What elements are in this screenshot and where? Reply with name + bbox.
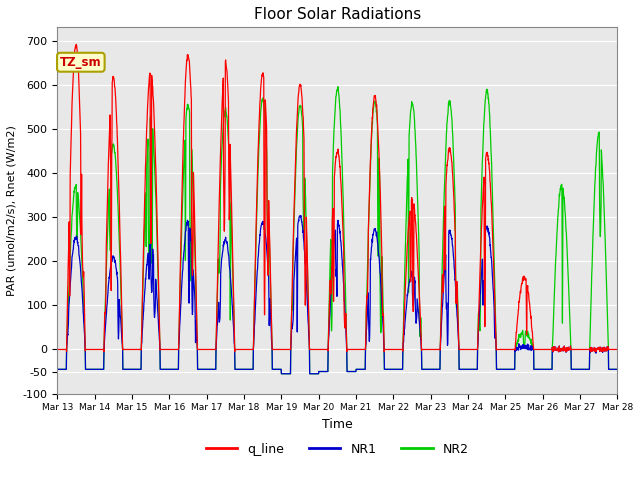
q_line [564, 345, 572, 350]
Line: q_line: q_line [57, 44, 618, 352]
NR1 [209, 366, 217, 372]
q_line [366, 166, 374, 171]
q_line [354, 347, 362, 352]
Text: TZ_sm: TZ_sm [60, 56, 102, 69]
NR2 [614, 366, 621, 372]
Title: Floor Solar Radiations: Floor Solar Radiations [253, 7, 421, 22]
NR1 [500, 366, 508, 372]
NR1 [564, 345, 572, 350]
Y-axis label: PAR (umol/m2/s), Rnet (W/m2): PAR (umol/m2/s), Rnet (W/m2) [7, 125, 17, 296]
NR1 [53, 366, 61, 372]
q_line [72, 41, 80, 47]
NR2 [278, 371, 285, 377]
q_line [63, 349, 70, 355]
X-axis label: Time: Time [322, 418, 353, 431]
q_line [210, 347, 218, 352]
NR1 [366, 305, 374, 311]
NR1 [614, 366, 621, 372]
q_line [53, 347, 61, 352]
NR2 [366, 170, 374, 176]
NR2 [564, 275, 572, 281]
q_line [614, 347, 621, 352]
Line: NR1: NR1 [57, 216, 618, 374]
NR2 [580, 366, 588, 372]
NR2 [209, 366, 217, 372]
NR2 [53, 366, 61, 372]
NR1 [354, 366, 362, 372]
NR1 [580, 366, 588, 372]
NR1 [297, 213, 305, 218]
NR1 [278, 371, 285, 377]
NR2 [334, 84, 342, 90]
Line: NR2: NR2 [57, 87, 618, 374]
NR2 [354, 366, 362, 372]
q_line [580, 347, 588, 352]
NR2 [500, 366, 508, 372]
Legend: q_line, NR1, NR2: q_line, NR1, NR2 [201, 438, 474, 461]
q_line [500, 347, 508, 352]
